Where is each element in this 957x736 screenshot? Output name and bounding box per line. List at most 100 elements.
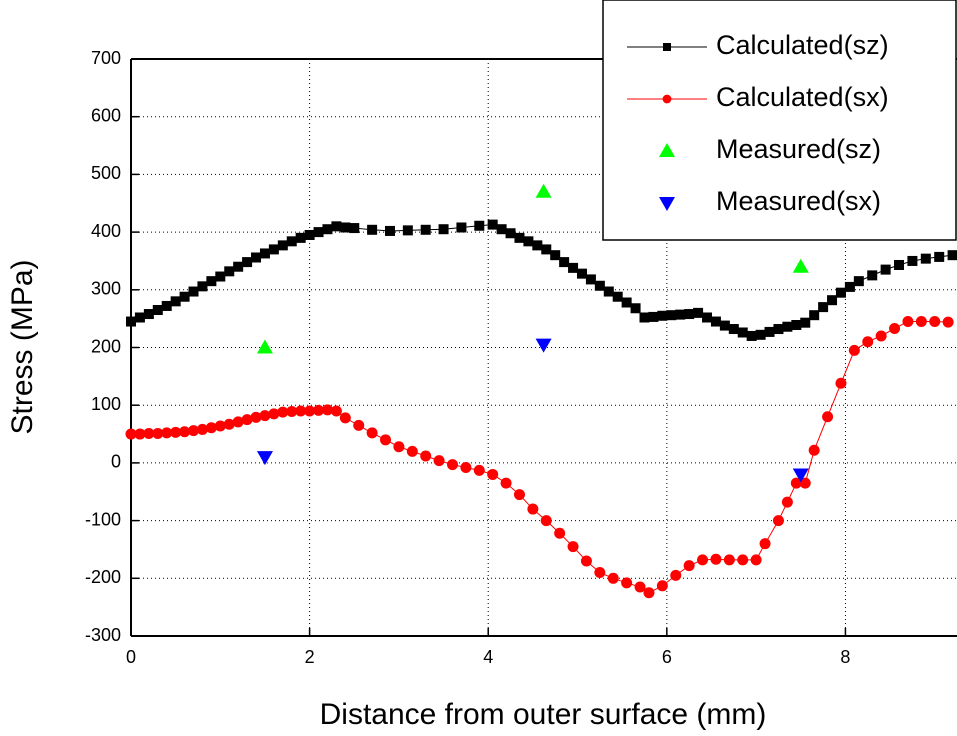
point <box>420 450 432 462</box>
point <box>772 515 784 527</box>
point <box>781 496 793 508</box>
point <box>907 255 918 266</box>
point <box>402 225 413 236</box>
legend-label: Calculated(sx) <box>716 82 889 112</box>
point <box>433 455 445 467</box>
point <box>527 503 539 515</box>
point <box>737 554 749 566</box>
point <box>630 303 641 314</box>
point <box>242 257 253 268</box>
y-axis-label: Stress (MPa) <box>6 259 39 434</box>
point <box>353 419 365 431</box>
point <box>170 296 181 307</box>
series-line <box>131 321 949 594</box>
point <box>827 295 838 306</box>
point <box>880 264 891 275</box>
point <box>259 248 270 259</box>
point <box>535 338 552 353</box>
point <box>197 281 208 292</box>
point <box>648 311 659 322</box>
point <box>268 244 279 255</box>
point <box>259 410 271 422</box>
point <box>125 428 137 440</box>
point <box>393 441 405 453</box>
point <box>894 259 905 270</box>
legend-label: Calculated(sz) <box>716 30 889 60</box>
point <box>367 224 378 235</box>
point <box>523 236 534 247</box>
point <box>179 426 191 438</box>
point <box>143 427 155 439</box>
point <box>684 309 695 320</box>
point <box>161 300 172 311</box>
point <box>662 94 672 104</box>
point <box>607 572 619 584</box>
legend-label: Measured(sx) <box>716 186 881 216</box>
point <box>790 477 802 489</box>
point <box>550 250 561 261</box>
point <box>835 287 846 298</box>
point <box>460 462 472 474</box>
point <box>755 329 766 340</box>
point <box>791 319 802 330</box>
point <box>170 426 182 438</box>
point <box>304 229 315 240</box>
point <box>594 280 605 291</box>
y-tick-label: 700 <box>91 48 121 68</box>
point <box>920 253 931 264</box>
point <box>487 219 498 230</box>
point <box>420 224 431 235</box>
y-tick-label: -200 <box>85 567 121 587</box>
point <box>670 569 682 581</box>
point <box>666 310 677 321</box>
point <box>792 468 809 483</box>
y-tick-label: -100 <box>85 509 121 529</box>
point <box>286 236 297 247</box>
y-tick-label: -300 <box>85 625 121 645</box>
point <box>456 222 467 233</box>
point <box>540 515 552 527</box>
point <box>277 240 288 251</box>
point <box>256 339 273 354</box>
x-tick-label: 6 <box>662 647 672 667</box>
point <box>233 261 244 272</box>
y-tick-label: 100 <box>91 394 121 414</box>
point <box>612 291 623 302</box>
point <box>822 411 834 423</box>
point <box>330 405 342 417</box>
point <box>366 427 378 439</box>
point <box>862 336 874 348</box>
x-tick-label: 0 <box>126 647 136 667</box>
point <box>152 427 164 439</box>
point <box>750 554 762 566</box>
point <box>232 416 244 428</box>
point <box>746 330 757 341</box>
point <box>710 316 721 327</box>
point <box>339 412 351 424</box>
point <box>514 232 525 243</box>
point <box>621 297 632 308</box>
point <box>487 468 499 480</box>
point <box>152 304 163 315</box>
point <box>580 555 592 567</box>
point <box>710 553 722 565</box>
point <box>380 434 392 446</box>
y-tick-label: 300 <box>91 279 121 299</box>
point <box>500 477 512 489</box>
point <box>313 404 325 416</box>
point <box>808 444 820 456</box>
point <box>406 445 418 457</box>
point <box>723 554 735 566</box>
point <box>675 309 686 320</box>
point <box>773 324 784 335</box>
y-tick-label: 400 <box>91 221 121 241</box>
point <box>818 302 829 313</box>
point <box>277 406 289 418</box>
point <box>206 276 217 287</box>
y-tick-label: 200 <box>91 336 121 356</box>
point <box>384 225 395 236</box>
point <box>446 459 458 471</box>
legend: Calculated(sz) Calculated(sx) Measured(sz)… <box>602 0 957 241</box>
point <box>567 541 579 553</box>
